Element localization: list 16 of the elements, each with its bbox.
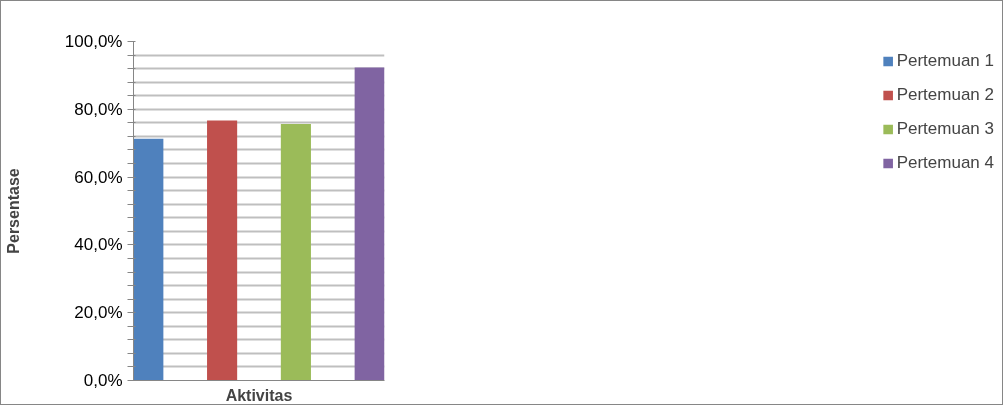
x-axis-title: Aktivitas bbox=[225, 386, 293, 404]
y-tick-label: 80,0% bbox=[74, 99, 123, 119]
y-axis-title: Persentase bbox=[4, 168, 22, 254]
y-tick-label: 60,0% bbox=[74, 167, 123, 187]
bar bbox=[280, 123, 311, 381]
y-tick-label: 40,0% bbox=[74, 235, 123, 255]
legend-label: Pertemuan 2 bbox=[896, 85, 994, 105]
y-tick-label: 20,0% bbox=[74, 303, 123, 323]
legend-label: Pertemuan 4 bbox=[896, 153, 994, 173]
bar bbox=[133, 138, 164, 381]
bar bbox=[207, 120, 238, 381]
bar bbox=[354, 67, 385, 381]
legend-label: Pertemuan 3 bbox=[896, 119, 994, 139]
y-tick-label: 0,0% bbox=[83, 371, 123, 390]
y-tick-label: 100,0% bbox=[64, 32, 123, 51]
legend-label: Pertemuan 1 bbox=[896, 51, 994, 71]
